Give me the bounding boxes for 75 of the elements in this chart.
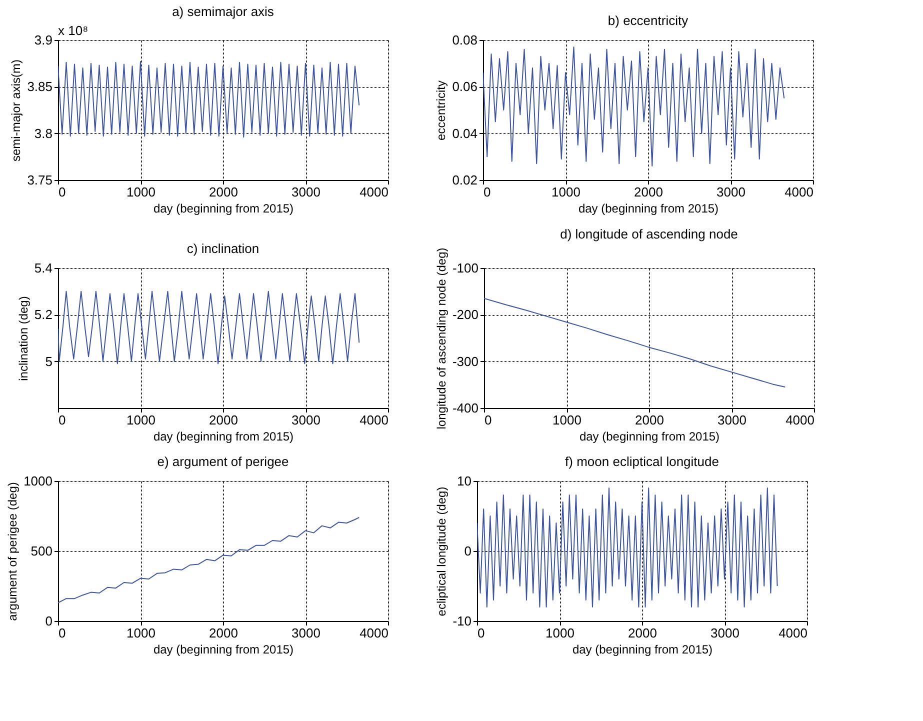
y-tick-label: 10 xyxy=(457,474,472,488)
x-tick-label: 0 xyxy=(58,184,66,200)
y-tick-label: -400 xyxy=(452,400,478,416)
x-axis-title: day (beginning from 2015) xyxy=(153,642,294,656)
x-tick-label: 2000 xyxy=(209,626,238,640)
line-series xyxy=(58,290,360,364)
y-tick-label: 3.8 xyxy=(34,126,52,141)
x-tick-label: 1000 xyxy=(552,184,580,200)
x-tick-label: 0 xyxy=(484,412,492,428)
x-axis-title: day (beginning from 2015) xyxy=(578,202,719,216)
chart-title: e) argument of perigee xyxy=(157,454,289,469)
y-tick-label: 0.04 xyxy=(452,126,478,141)
chart-title: c) inclination xyxy=(186,241,260,256)
y-axis-title: semi-major axis(m) xyxy=(9,59,24,162)
x-axis-title: day (beginning from 2015) xyxy=(579,430,720,444)
x-axis-title: day (beginning from 2015) xyxy=(153,202,294,216)
x-tick-label: 2000 xyxy=(209,184,238,200)
chart-title: d) longitude of ascending node xyxy=(560,226,738,242)
y-tick-label: -10 xyxy=(452,614,472,628)
y-tick-label: 5.2 xyxy=(34,307,52,322)
chart-title: a) semimajor axis xyxy=(172,4,274,19)
y-axis-title: eccentricity xyxy=(434,80,448,141)
x-tick-label: 1000 xyxy=(552,412,582,428)
x-tick-label: 1000 xyxy=(126,184,156,200)
x-tick-label: 4000 xyxy=(784,184,814,200)
y-tick-label: 0.02 xyxy=(452,172,478,188)
x-tick-label: 4000 xyxy=(778,626,808,640)
y-tick-label: -300 xyxy=(452,354,478,369)
line-series xyxy=(484,298,786,388)
x-tick-label: 3000 xyxy=(716,184,746,200)
x-tick-label: 3000 xyxy=(718,412,746,428)
x-tick-label: 1000 xyxy=(126,626,156,640)
y-tick-label: 0.06 xyxy=(452,79,478,94)
y-tick-label: 5.4 xyxy=(34,260,52,276)
y-axis-title: inclination (deg) xyxy=(16,296,30,381)
line-series xyxy=(58,516,360,604)
chart-title: b) eccentricity xyxy=(608,13,689,28)
text: x 10⁸ xyxy=(58,23,88,38)
x-tick-label: 3000 xyxy=(292,184,320,200)
y-tick-label: -100 xyxy=(452,260,478,276)
y-tick-label: 0 xyxy=(45,614,52,628)
y-tick-label: 3.75 xyxy=(27,172,52,188)
line-series xyxy=(483,46,785,166)
x-tick-label: 2000 xyxy=(209,412,238,428)
x-axis-title: day (beginning from 2015) xyxy=(153,430,294,444)
y-tick-label: 500 xyxy=(30,544,52,558)
y-tick-label: 3.9 xyxy=(34,32,52,48)
y-axis-title: longitude of ascending node (deg) xyxy=(434,248,448,430)
line-series xyxy=(58,60,360,138)
x-axis-title: day (beginning from 2015) xyxy=(572,642,713,656)
y-tick-label: 0 xyxy=(464,544,472,558)
y-axis-title: ecliptical longitude (deg) xyxy=(434,486,449,616)
x-tick-label: 4000 xyxy=(786,412,814,428)
x-tick-label: 4000 xyxy=(360,412,388,428)
y-tick-label: 1000 xyxy=(24,474,52,488)
x-tick-label: 1000 xyxy=(546,626,574,640)
x-tick-label: 0 xyxy=(58,626,66,640)
x-tick-label: 2000 xyxy=(628,626,657,640)
y-tick-label: -200 xyxy=(452,307,478,322)
x-tick-label: 0 xyxy=(58,412,66,428)
x-tick-label: 2000 xyxy=(635,412,664,428)
x-tick-label: 3000 xyxy=(292,626,320,640)
x-tick-label: 4000 xyxy=(360,626,388,640)
x-tick-label: 1000 xyxy=(126,412,156,428)
x-tick-label: 4000 xyxy=(360,184,388,200)
y-axis-title: argument of perigee (deg) xyxy=(6,482,20,621)
chart-title: f) moon ecliptical longitude xyxy=(565,454,719,469)
y-tick-label: 0.08 xyxy=(452,32,478,48)
x-tick-label: 0 xyxy=(484,184,491,200)
y-tick-label: 5 xyxy=(45,354,52,369)
line-series xyxy=(477,488,778,608)
y-tick-label: 3.85 xyxy=(27,79,52,94)
x-tick-label: 3000 xyxy=(710,626,740,640)
x-tick-label: 2000 xyxy=(634,184,663,200)
x-tick-label: 3000 xyxy=(292,412,320,428)
